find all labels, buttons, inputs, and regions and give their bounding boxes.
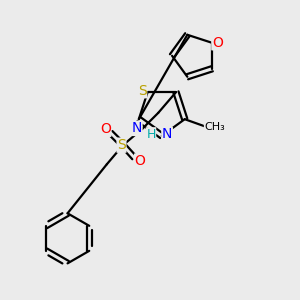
Text: H: H	[146, 128, 156, 141]
Text: CH₃: CH₃	[204, 122, 225, 131]
Text: N: N	[132, 122, 142, 135]
Text: S: S	[117, 138, 126, 152]
Text: O: O	[100, 122, 111, 136]
Text: S: S	[138, 84, 147, 98]
Text: O: O	[135, 154, 146, 168]
Text: N: N	[162, 128, 172, 141]
Text: O: O	[212, 36, 223, 50]
